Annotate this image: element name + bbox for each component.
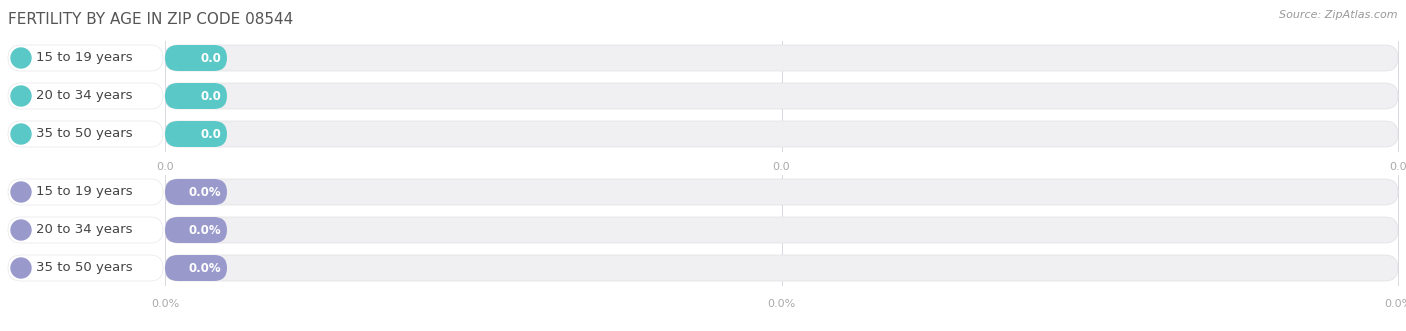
Text: 0.0%: 0.0% — [188, 185, 221, 199]
FancyBboxPatch shape — [8, 121, 163, 147]
FancyBboxPatch shape — [165, 121, 1398, 147]
Text: 0.0: 0.0 — [200, 89, 221, 103]
Circle shape — [11, 220, 31, 240]
FancyBboxPatch shape — [165, 255, 226, 281]
Text: 0.0: 0.0 — [200, 127, 221, 140]
Text: 0.0%: 0.0% — [150, 299, 179, 309]
Text: 0.0%: 0.0% — [1384, 299, 1406, 309]
Text: 0.0%: 0.0% — [768, 299, 796, 309]
FancyBboxPatch shape — [165, 217, 1398, 243]
Text: 15 to 19 years: 15 to 19 years — [37, 185, 132, 199]
Circle shape — [11, 124, 31, 144]
Circle shape — [11, 258, 31, 278]
Text: FERTILITY BY AGE IN ZIP CODE 08544: FERTILITY BY AGE IN ZIP CODE 08544 — [8, 12, 294, 27]
Circle shape — [11, 48, 31, 68]
FancyBboxPatch shape — [165, 179, 1398, 205]
Text: 0.0: 0.0 — [156, 162, 174, 172]
Text: 20 to 34 years: 20 to 34 years — [37, 89, 132, 103]
FancyBboxPatch shape — [165, 255, 1398, 281]
FancyBboxPatch shape — [8, 179, 163, 205]
Circle shape — [11, 182, 31, 202]
FancyBboxPatch shape — [8, 83, 163, 109]
Text: 35 to 50 years: 35 to 50 years — [37, 127, 132, 140]
FancyBboxPatch shape — [165, 45, 226, 71]
FancyBboxPatch shape — [165, 83, 1398, 109]
Text: 0.0%: 0.0% — [188, 223, 221, 237]
FancyBboxPatch shape — [8, 255, 163, 281]
FancyBboxPatch shape — [165, 121, 226, 147]
Text: 0.0%: 0.0% — [188, 261, 221, 274]
Circle shape — [11, 86, 31, 106]
Text: 20 to 34 years: 20 to 34 years — [37, 223, 132, 237]
Text: 0.0: 0.0 — [200, 52, 221, 65]
FancyBboxPatch shape — [8, 45, 163, 71]
FancyBboxPatch shape — [8, 217, 163, 243]
Text: 0.0: 0.0 — [1389, 162, 1406, 172]
Text: Source: ZipAtlas.com: Source: ZipAtlas.com — [1279, 10, 1398, 20]
Text: 35 to 50 years: 35 to 50 years — [37, 261, 132, 274]
FancyBboxPatch shape — [165, 217, 226, 243]
FancyBboxPatch shape — [165, 45, 1398, 71]
FancyBboxPatch shape — [165, 83, 226, 109]
Text: 15 to 19 years: 15 to 19 years — [37, 52, 132, 65]
FancyBboxPatch shape — [165, 179, 226, 205]
Text: 0.0: 0.0 — [773, 162, 790, 172]
